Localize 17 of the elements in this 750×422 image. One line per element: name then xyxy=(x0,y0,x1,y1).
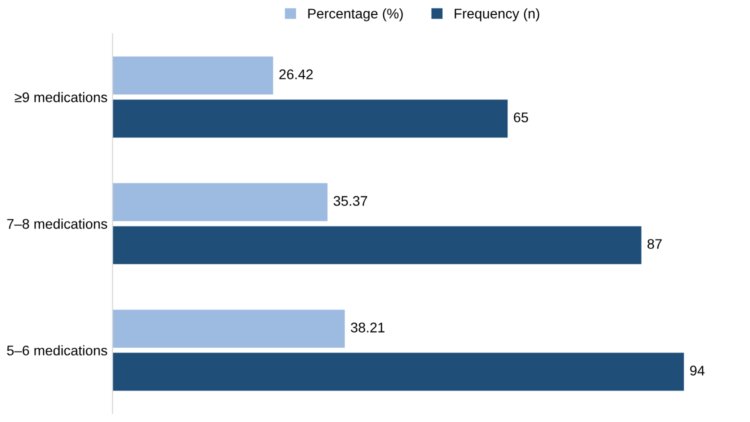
y-tick-label: ≥9 medications xyxy=(14,92,108,102)
bar xyxy=(112,226,642,264)
data-label: 35.37 xyxy=(334,196,368,206)
data-label: 26.42 xyxy=(279,69,313,80)
data-label: 38.21 xyxy=(350,322,384,332)
bar xyxy=(112,310,345,348)
legend-label: Percentage (%) xyxy=(308,8,403,22)
bar xyxy=(112,352,684,391)
data-label: 94 xyxy=(690,366,705,376)
y-tick-label: 5–6 medications xyxy=(7,345,108,356)
bar xyxy=(112,183,328,222)
y-tick-label: 7–8 medications xyxy=(7,218,108,229)
bar xyxy=(112,56,274,95)
bar xyxy=(112,100,508,138)
data-label: 87 xyxy=(648,239,662,249)
legend-label: Frequency (n) xyxy=(454,8,540,22)
data-label: 65 xyxy=(514,112,528,122)
